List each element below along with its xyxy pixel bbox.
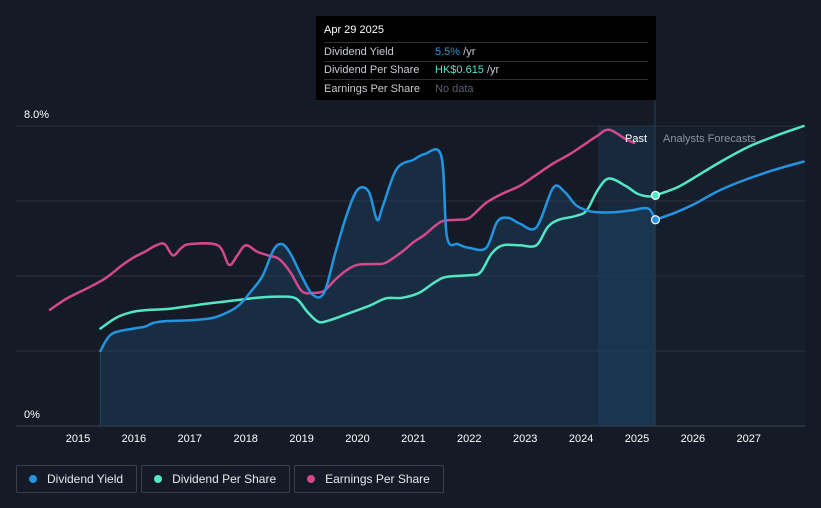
tooltip-label: Earnings Per Share [324,82,420,95]
tooltip-label: Dividend Yield [324,45,394,58]
dps-marker [650,190,661,200]
y-tick-label-min: 0% [24,409,40,421]
x-tick-label: 2022 [457,433,481,445]
y-tick-label-max: 8.0% [24,109,49,121]
tooltip-date: Apr 29 2025 [324,24,384,36]
legend-dot-icon [307,475,316,483]
legend-earnings-per-share[interactable]: Earnings Per Share [294,465,444,493]
yield-area [100,149,656,426]
x-tick-label: 2017 [178,433,202,445]
grid-lines [16,125,805,427]
forecast-label: Analysts Forecasts [663,133,756,145]
x-tick-label: 2027 [737,433,761,445]
tooltip-row-dividend-per-share: Dividend Per Share HK$0.615 /yr [324,60,648,80]
past-label: Past [625,133,647,145]
x-tick-label: 2016 [122,433,146,445]
x-tick-label: 2019 [289,433,313,445]
series-line-dividend-yield-forecast [654,160,805,222]
x-tick-label: 2021 [401,433,425,445]
x-tick-label: 2023 [513,433,537,445]
legend-label: Earnings Per Share [325,472,430,486]
legend-dot-icon [154,475,163,483]
x-tick-label: 2018 [233,433,257,445]
tooltip-label: Dividend Per Share [324,64,420,77]
tooltip-row-earnings-per-share: Earnings Per Share No data [324,79,648,98]
x-tick-label: 2020 [345,433,369,445]
tooltip-value: 5.5% [435,45,461,58]
legend-label: Dividend Yield [47,472,124,486]
legend-dot-icon [29,475,37,483]
x-tick-label: 2025 [625,433,649,445]
tooltip-row-dividend-yield: Dividend Yield 5.5% /yr [324,42,648,61]
x-tick-label: 2015 [66,433,90,445]
chart-legend: Dividend Yield Dividend Per Share Earnin… [16,465,444,493]
x-axis: 2015 2016 2017 2018 2019 2020 2021 2022 2023 2024… [66,433,761,445]
tooltip-unit: /yr [487,64,500,77]
legend-dividend-yield[interactable]: Dividend Yield [16,465,138,493]
tooltip-value: HK$0.615 [435,64,484,77]
legend-dividend-per-share[interactable]: Dividend Per Share [141,465,291,493]
series-line-dividend-per-share-forecast [654,124,805,197]
tooltip-value: No data [435,82,474,95]
legend-label: Dividend Per Share [172,472,277,486]
series-lines [48,124,805,426]
series-line-dividend-yield [99,147,657,353]
x-tick-label: 2024 [569,433,593,445]
chart-tooltip: Apr 29 2025 Dividend Yield 5.5% /yr Divi… [316,16,656,100]
x-tick-label: 2026 [681,433,705,445]
tooltip-unit: /yr [463,45,476,58]
cursor-markers [650,190,661,225]
yield-marker [650,215,661,225]
